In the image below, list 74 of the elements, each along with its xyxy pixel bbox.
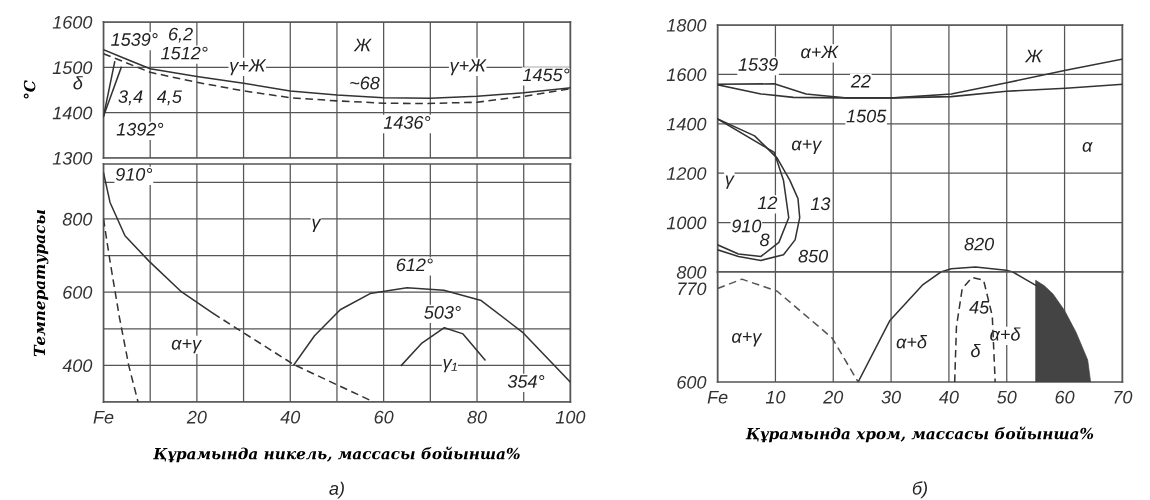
annotation: α+γ — [732, 332, 763, 347]
y-tick-label: 1400 — [666, 117, 707, 131]
y-tick-label: 1000 — [666, 216, 707, 230]
annotation: γ₁ — [443, 359, 457, 373]
annotation: 1539° — [111, 33, 158, 46]
annotation: γ+Ж — [450, 59, 487, 76]
annotation: 1512° — [161, 46, 208, 60]
annotation: γ — [725, 175, 735, 189]
annotation: Ж — [1024, 49, 1043, 63]
y-tick-label: 1800 — [666, 18, 707, 32]
y-tick-label: 1600 — [52, 15, 93, 29]
x-tick-label: 10 — [765, 390, 786, 404]
annotation: ~68 — [350, 76, 380, 90]
text: δ — [73, 76, 83, 90]
annotation: α — [1082, 141, 1093, 152]
annotation: α+δ — [990, 327, 1021, 341]
x-tick-label: Fe — [707, 391, 728, 404]
x-tick-label: 100 — [555, 410, 586, 424]
y-axis-title: °C — [23, 80, 36, 99]
annotation: 12 — [757, 196, 778, 209]
annotation: 354° — [507, 375, 545, 388]
annotation: 1392° — [116, 122, 164, 136]
x-tick-label: 30 — [881, 390, 901, 404]
annotation: γ — [312, 218, 322, 232]
annotation: 4,5 — [156, 90, 182, 106]
annotation: 3,4 — [118, 90, 143, 106]
y-tick-label: 600 — [677, 375, 707, 389]
text: б) — [912, 481, 928, 499]
x-tick-label: 50 — [997, 390, 1017, 404]
x-axis-title: Құрамында хром, массасы бойынша% — [745, 426, 1094, 443]
annotation: 1539 — [738, 58, 778, 71]
x-tick-label: 20 — [186, 410, 207, 424]
annotation: α+γ — [171, 339, 202, 354]
x-tick-label: 40 — [938, 390, 959, 404]
annotation: 503° — [424, 306, 461, 319]
annotation: 850 — [798, 249, 829, 263]
annotation: 1505 — [846, 109, 887, 123]
x-tick-label: 20 — [823, 390, 844, 404]
y-tick-label: 1500 — [52, 61, 93, 75]
y-axis-title: Температурасы — [33, 209, 49, 357]
y-tick-label: 1200 — [666, 167, 707, 180]
x-tick-label: Fe — [93, 411, 114, 424]
annotation: 6,2 — [169, 27, 193, 43]
annotation: 910 — [731, 219, 762, 233]
x-tick-label: 40 — [280, 410, 301, 424]
y-tick-label: 1300 — [52, 151, 93, 165]
x-tick-label: 60 — [1055, 390, 1075, 404]
annotation: 8 — [760, 233, 770, 247]
annotation: 1436° — [383, 116, 431, 129]
annotation: 820 — [964, 237, 995, 251]
annotation: 910° — [115, 167, 153, 181]
annotation: 45 — [969, 301, 990, 314]
y-tick-label: 770 — [678, 282, 707, 296]
y-tick-label: 800 — [62, 212, 93, 226]
annotation: δ — [971, 343, 981, 358]
x-axis-title: Құрамында никель, массасы бойынша% — [153, 446, 520, 463]
y-tick-label: 800 — [676, 265, 707, 279]
annotation: 1455° — [522, 68, 570, 82]
text: а) — [329, 481, 344, 499]
y-tick-label: 400 — [62, 359, 93, 373]
y-tick-label: 1600 — [666, 68, 707, 82]
annotation: Ж — [353, 38, 372, 52]
annotation: α+δ — [896, 335, 928, 349]
x-tick-label: 70 — [1114, 390, 1133, 404]
annotation: α+Ж — [801, 45, 839, 59]
annotation: 13 — [810, 197, 831, 211]
y-tick-label: 1400 — [52, 106, 93, 120]
annotation: α+γ — [791, 139, 823, 154]
annotation: 612° — [396, 258, 433, 272]
annotation: γ+Ж — [230, 59, 267, 76]
x-tick-label: 60 — [374, 410, 394, 424]
x-tick-label: 80 — [467, 410, 487, 424]
annotation: 22 — [850, 74, 871, 88]
y-tick-label: 600 — [63, 286, 93, 299]
